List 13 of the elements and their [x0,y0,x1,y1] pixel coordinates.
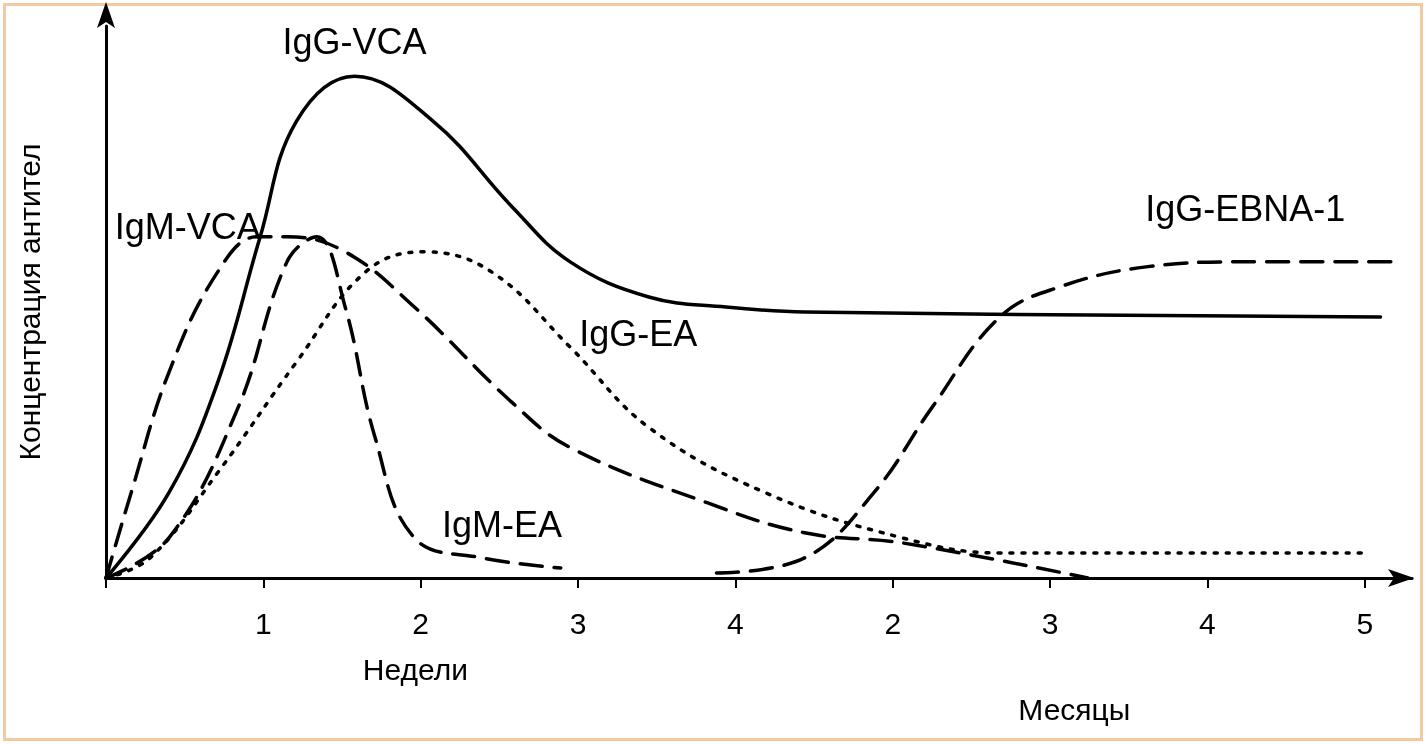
x2-tick-label: 5 [1356,606,1374,640]
x-tick-label: 1 [255,606,272,640]
x2-axis-title: Месяцы [1018,692,1131,726]
x-tick-label: 4 [727,606,744,640]
series-label: IgG-VCA [282,20,427,62]
series-label: IgM-EA [442,504,563,546]
x-axis-title: Недели [362,652,468,686]
y-axis-title: Концентрация антител [12,143,46,461]
series-label: IgG-EA [579,312,698,354]
series-label: IgG-EBNA-1 [1145,188,1346,230]
x-tick-label: 3 [569,606,587,640]
x-tick-label: 2 [412,606,430,640]
series-label: IgM-VCA [114,206,261,248]
